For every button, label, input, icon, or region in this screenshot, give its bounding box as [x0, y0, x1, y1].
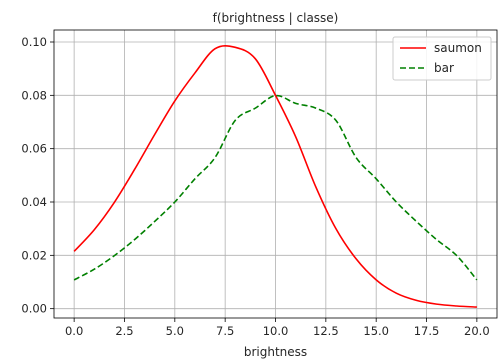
x-tick-label: 7.5 — [216, 324, 234, 338]
y-tick-label: 0.02 — [21, 248, 47, 262]
x-tick-label: 0.0 — [65, 324, 83, 338]
chart-title: f(brightness | classe) — [213, 11, 339, 25]
x-tick-label: 20.0 — [464, 324, 490, 338]
x-axis: 0.0 2.5 5.0 7.5 10.0 12.5 15.0 17.5 20.0 — [65, 318, 490, 338]
y-tick-label: 0.04 — [21, 195, 47, 209]
x-tick-label: 15.0 — [363, 324, 389, 338]
x-tick-label: 17.5 — [414, 324, 440, 338]
x-axis-title: brightness — [244, 345, 307, 359]
legend: saumon bar — [392, 36, 492, 81]
legend-label-saumon: saumon — [434, 41, 482, 55]
y-tick-label: 0.06 — [21, 142, 47, 156]
series-layer — [73, 44, 478, 308]
x-tick-label: 2.5 — [115, 324, 133, 338]
y-tick-label: 0.00 — [21, 302, 47, 316]
series-line-saumon — [73, 44, 477, 308]
y-axis: 0.00 0.02 0.04 0.06 0.08 0.10 — [21, 35, 54, 316]
y-tick-label: 0.08 — [21, 88, 47, 102]
y-tick-label: 0.10 — [21, 35, 47, 49]
plot-frame — [53, 29, 498, 319]
x-tick-label: 5.0 — [166, 324, 184, 338]
x-tick-label: 10.0 — [263, 324, 289, 338]
x-tick-label: 12.5 — [313, 324, 339, 338]
legend-label-bar: bar — [434, 61, 454, 75]
